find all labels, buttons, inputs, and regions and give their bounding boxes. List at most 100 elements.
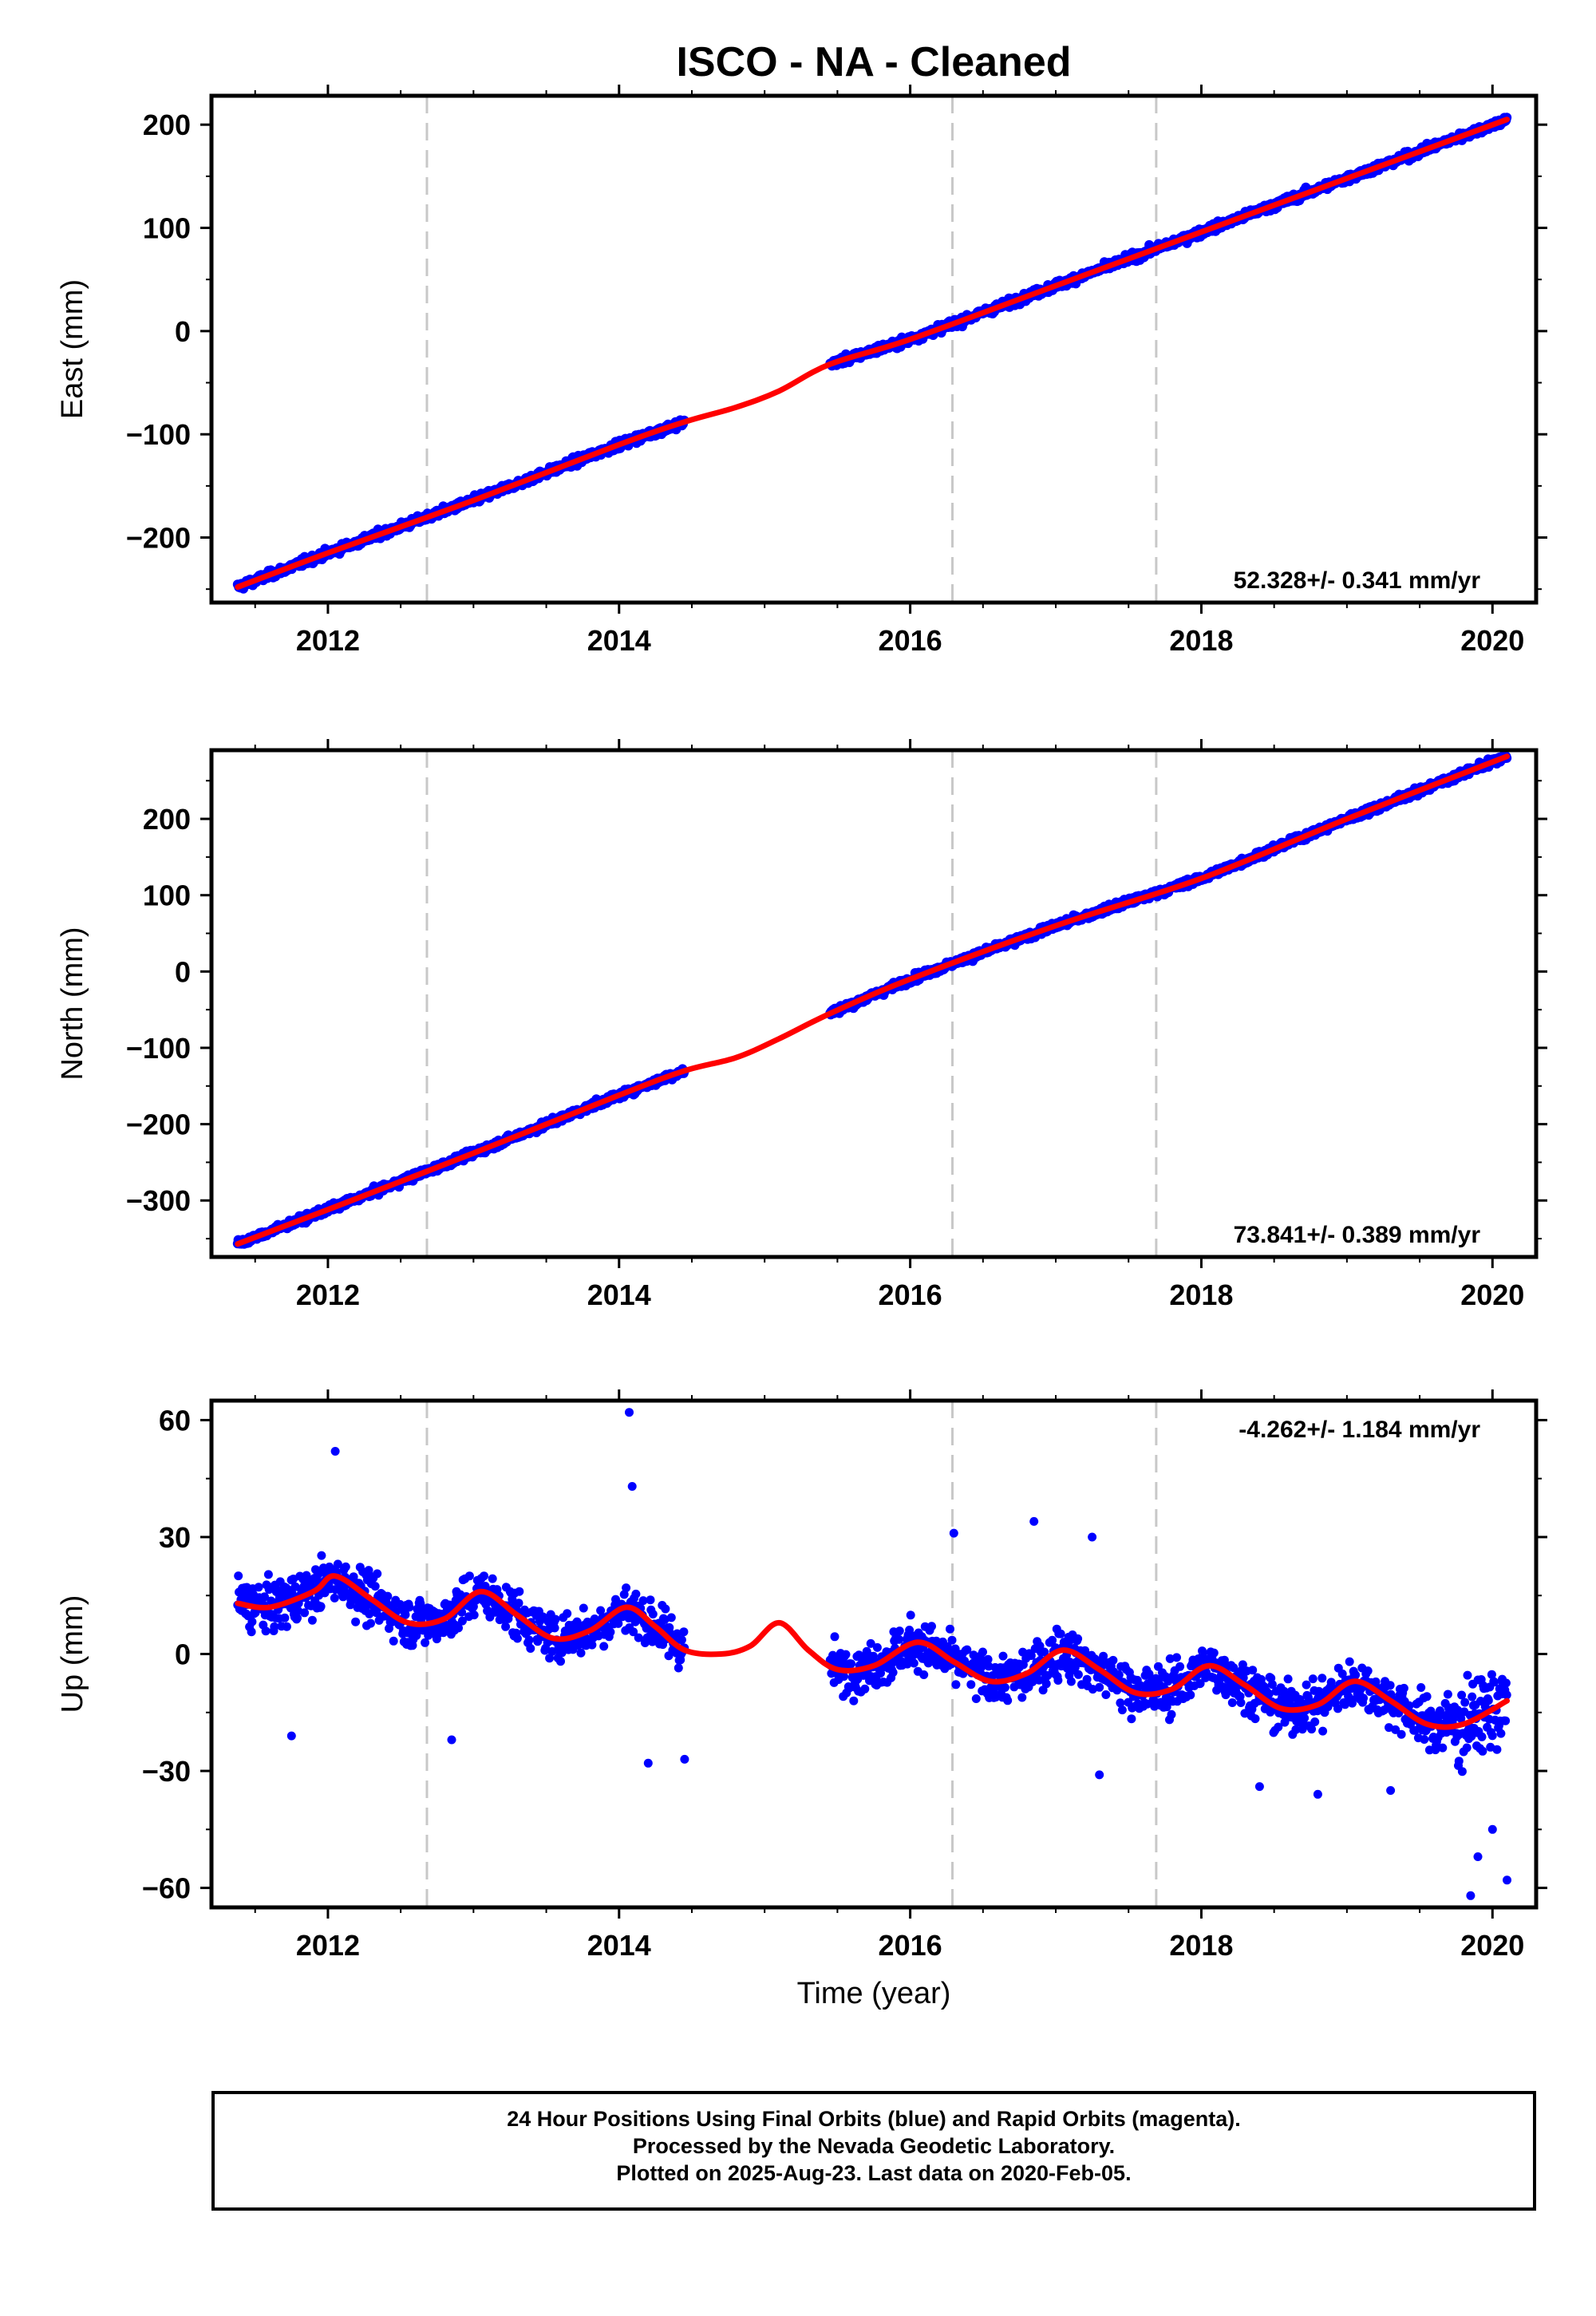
data-point <box>661 1604 670 1614</box>
data-point <box>983 1654 993 1664</box>
data-point <box>634 1633 643 1642</box>
data-point <box>373 1569 382 1579</box>
data-point <box>421 1638 430 1647</box>
data-point <box>646 1595 655 1605</box>
data-point <box>556 1657 565 1666</box>
x-tick-label: 2012 <box>296 1279 360 1311</box>
y-tick-label: −200 <box>126 522 191 555</box>
data-point <box>260 1592 269 1602</box>
plot-area <box>232 750 1512 1249</box>
plot-frame <box>209 748 1539 1259</box>
data-point <box>909 1658 918 1668</box>
data-point <box>316 1602 326 1611</box>
y-axis-label: East (mm) <box>56 279 89 419</box>
data-point <box>547 1646 557 1656</box>
data-point <box>333 1559 342 1569</box>
data-point <box>524 1635 534 1645</box>
rate-label: 52.328+/- 0.341 mm/yr <box>1234 567 1481 594</box>
data-point <box>280 1613 290 1622</box>
data-point <box>666 1613 676 1622</box>
data-point <box>946 1624 954 1634</box>
data-point <box>830 1632 839 1642</box>
x-tick-label: 2012 <box>296 624 360 657</box>
data-point <box>234 1571 243 1581</box>
data-point <box>903 1659 912 1669</box>
y-tick-label: 0 <box>175 315 191 348</box>
y-tick-label: −200 <box>126 1109 191 1141</box>
data-point <box>866 1638 875 1648</box>
data-point <box>405 1603 414 1612</box>
x-tick-label: 2016 <box>879 1279 942 1311</box>
data-point <box>251 1608 260 1618</box>
data-point <box>978 1647 987 1657</box>
data-point <box>293 1613 302 1622</box>
data-point <box>366 1618 375 1628</box>
data-point <box>389 1636 398 1646</box>
data-point <box>263 1570 273 1579</box>
y-axis-label: North (mm) <box>56 927 89 1080</box>
data-point <box>364 1566 373 1575</box>
data-point <box>619 1590 629 1599</box>
data-point <box>289 1575 298 1583</box>
data-point <box>606 1627 615 1637</box>
y-tick-label: 200 <box>143 109 191 141</box>
y-tick-label: −100 <box>126 1032 191 1065</box>
data-point <box>587 1640 597 1650</box>
data-point <box>888 1668 898 1678</box>
y-tick-label: −100 <box>126 418 191 451</box>
x-tick-label: 2016 <box>879 624 942 657</box>
data-point <box>383 1591 393 1601</box>
data-point <box>469 1611 479 1620</box>
data-point <box>526 1644 535 1653</box>
y-tick-label: 100 <box>143 879 191 912</box>
data-point <box>622 1583 631 1593</box>
data-point <box>464 1571 474 1581</box>
data-point <box>545 1654 555 1663</box>
data-point <box>951 1680 961 1690</box>
y-tick-label: 100 <box>143 212 191 245</box>
data-point <box>660 1615 670 1624</box>
data-point <box>512 1634 522 1643</box>
data-point <box>966 1680 976 1690</box>
data-point <box>488 1574 497 1583</box>
data-point <box>906 1611 915 1620</box>
data-point <box>638 1596 648 1606</box>
data-point <box>841 1650 851 1659</box>
data-point <box>401 1610 410 1619</box>
data-point <box>611 1595 620 1604</box>
data-point <box>576 1648 586 1658</box>
figure-title: ISCO - NA - Cleaned <box>676 39 1071 85</box>
plot-area <box>232 113 1512 594</box>
x-tick-label: 2018 <box>1169 1279 1233 1311</box>
data-point <box>677 1635 686 1645</box>
data-point <box>454 1623 463 1633</box>
data-point <box>480 1582 490 1591</box>
data-point <box>341 1562 350 1571</box>
data-point <box>330 1593 339 1603</box>
y-tick-label: 0 <box>175 955 191 988</box>
data-point <box>839 1672 848 1682</box>
data-point <box>247 1627 256 1637</box>
x-tick-label: 2014 <box>587 1279 651 1311</box>
data-point <box>287 1589 297 1599</box>
data-point <box>514 1599 523 1608</box>
data-point <box>300 1608 310 1618</box>
data-point <box>947 1635 957 1645</box>
x-tick-label: 2014 <box>587 624 651 657</box>
data-point <box>372 1608 381 1618</box>
data-point <box>905 1626 915 1634</box>
data-point <box>631 1589 641 1599</box>
plot-frame <box>209 93 1539 605</box>
data-point <box>307 1615 317 1625</box>
data-point <box>247 1617 257 1626</box>
data-point <box>971 1694 981 1703</box>
fit-curve <box>235 117 1510 591</box>
data-point <box>480 1571 488 1581</box>
data-point <box>270 1622 279 1631</box>
x-tick-label: 2020 <box>1460 624 1524 657</box>
plot-area <box>233 1408 1511 1900</box>
data-point <box>579 1603 588 1613</box>
